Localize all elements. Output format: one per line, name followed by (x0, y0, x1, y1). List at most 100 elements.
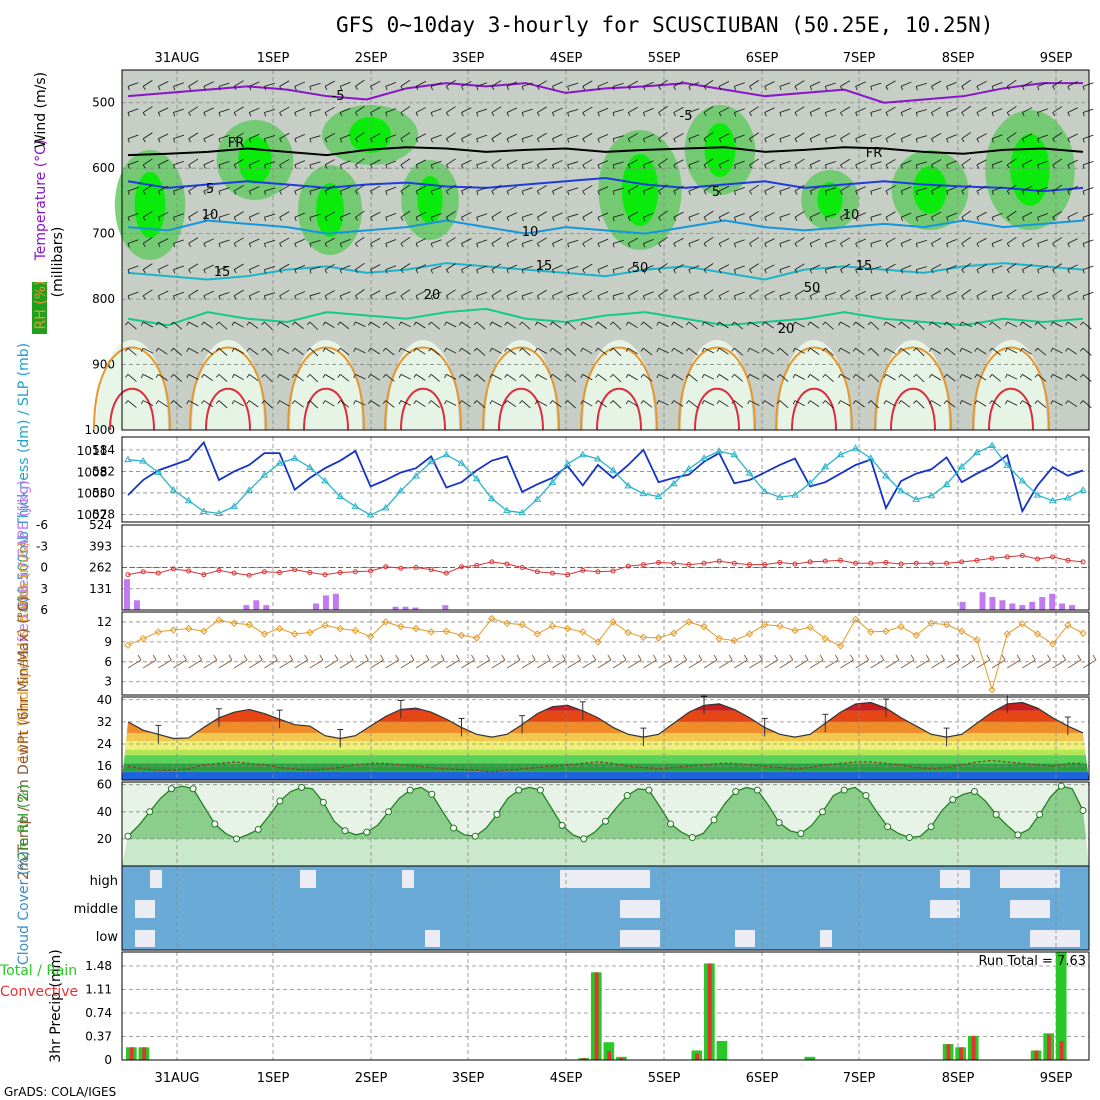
wind-barb (840, 80, 851, 87)
wind-barb-flag (643, 243, 646, 248)
li-point (686, 562, 692, 568)
wind-barb-flag (461, 112, 464, 117)
wind-speed-point (912, 631, 920, 639)
rh-point (602, 817, 609, 825)
wind-barb (324, 321, 335, 329)
wind-barb-flag (625, 374, 629, 378)
wind-barb-flag (731, 374, 735, 378)
wind-barb (809, 264, 821, 270)
cape-bar (1029, 601, 1036, 610)
wind-barb (446, 210, 456, 218)
wind-barb (506, 290, 518, 297)
wind-barb (446, 400, 457, 406)
wind-barb-flag (473, 347, 477, 352)
wind-barb (173, 374, 183, 382)
wind-barb-flag (430, 138, 433, 143)
rh-point (450, 824, 458, 832)
wind-barb-flag (1067, 269, 1070, 274)
wind-barb (370, 185, 381, 192)
wind-barb-flag (582, 164, 586, 169)
wind-barb-flag (173, 112, 176, 117)
wind-barb-flag (536, 164, 540, 169)
wind-barb (840, 400, 851, 407)
slp-point (684, 464, 693, 472)
surface-wind-barb-flag (486, 654, 491, 661)
wind-barb-flag (170, 347, 174, 352)
wind-barb-flag (415, 86, 419, 91)
cape-bar (322, 595, 329, 610)
wind-barb-flag (852, 400, 856, 405)
wind-barb (491, 106, 502, 113)
wind-barb (976, 374, 987, 381)
wind-barb (885, 80, 896, 87)
wind-barb-flag (125, 374, 129, 378)
wind-speed-point (169, 626, 178, 634)
wind-barb-flag (840, 243, 843, 248)
wind-barb-flag (822, 347, 826, 352)
wind-barb (127, 291, 139, 297)
wind-barb (521, 400, 531, 409)
cape-bar (392, 606, 399, 610)
wind-barb (537, 158, 547, 166)
wind-barb (279, 289, 290, 297)
wind-barb (991, 374, 1001, 382)
contour-label: -5 (680, 109, 693, 124)
wind-barb-flag (762, 321, 765, 326)
wind-barb (1037, 82, 1048, 87)
slp-tick: 1002 (77, 508, 108, 522)
surface-wind-barb (749, 659, 763, 669)
wind-barb-flag (1082, 138, 1085, 143)
wind-barb (385, 108, 397, 113)
wind-barb (158, 238, 169, 244)
wind-barb (264, 135, 276, 140)
wind-barb-flag (733, 190, 737, 195)
wind-barb-flag (536, 190, 540, 195)
surface-wind-barb-flag (531, 654, 536, 661)
wind-barb-flag (1006, 295, 1010, 300)
wind-barb (1007, 374, 1018, 380)
cloud-high-cell (1000, 870, 1060, 888)
wind-barb-flag (218, 190, 221, 196)
surface-wind-barb-flag (1001, 654, 1006, 661)
wind-barb (415, 81, 426, 87)
panel-frame (121, 524, 1090, 611)
rh-point (341, 827, 349, 835)
thickness-tick: 582 (92, 464, 115, 478)
wind-barb (203, 81, 214, 87)
surface-wind-barb-flag (501, 654, 506, 661)
wind-barb (522, 134, 533, 140)
wind-barb (309, 321, 319, 330)
wind-barb (779, 213, 791, 218)
cape-bar (1009, 603, 1016, 610)
wind-barb (991, 134, 1003, 140)
wind-barb-flag (764, 295, 767, 300)
wind-barb-flag (1082, 112, 1085, 117)
slp-point (821, 462, 830, 470)
wind-barb (840, 106, 851, 113)
wind-barb (961, 132, 971, 140)
wind-barb-flag (504, 374, 508, 378)
wind-barb-flag (552, 190, 555, 195)
wind-barb-flag (840, 112, 843, 117)
wind-barb-flag (915, 164, 918, 169)
surface-wind-barb (1052, 659, 1066, 669)
wind-barb (415, 400, 426, 407)
wind-speed-point (412, 624, 420, 633)
wind-barb (400, 106, 411, 113)
wind-barb (279, 347, 290, 355)
wind-barb-flag (261, 321, 265, 326)
surface-wind-barb (294, 659, 308, 669)
wind-barb-flag (991, 190, 994, 195)
wind-barb-flag (476, 295, 479, 300)
wind-barb-flag (567, 217, 570, 222)
wind-barb (158, 185, 169, 192)
wind-barb (461, 212, 472, 218)
wind-barb-flag (306, 321, 311, 326)
wind-barb (703, 184, 714, 192)
wind-barb (415, 159, 426, 166)
wind-barb (264, 161, 276, 166)
wind-barb-flag (353, 321, 356, 326)
wind-barb-flag (444, 400, 447, 405)
wind-barb-flag (582, 295, 586, 300)
